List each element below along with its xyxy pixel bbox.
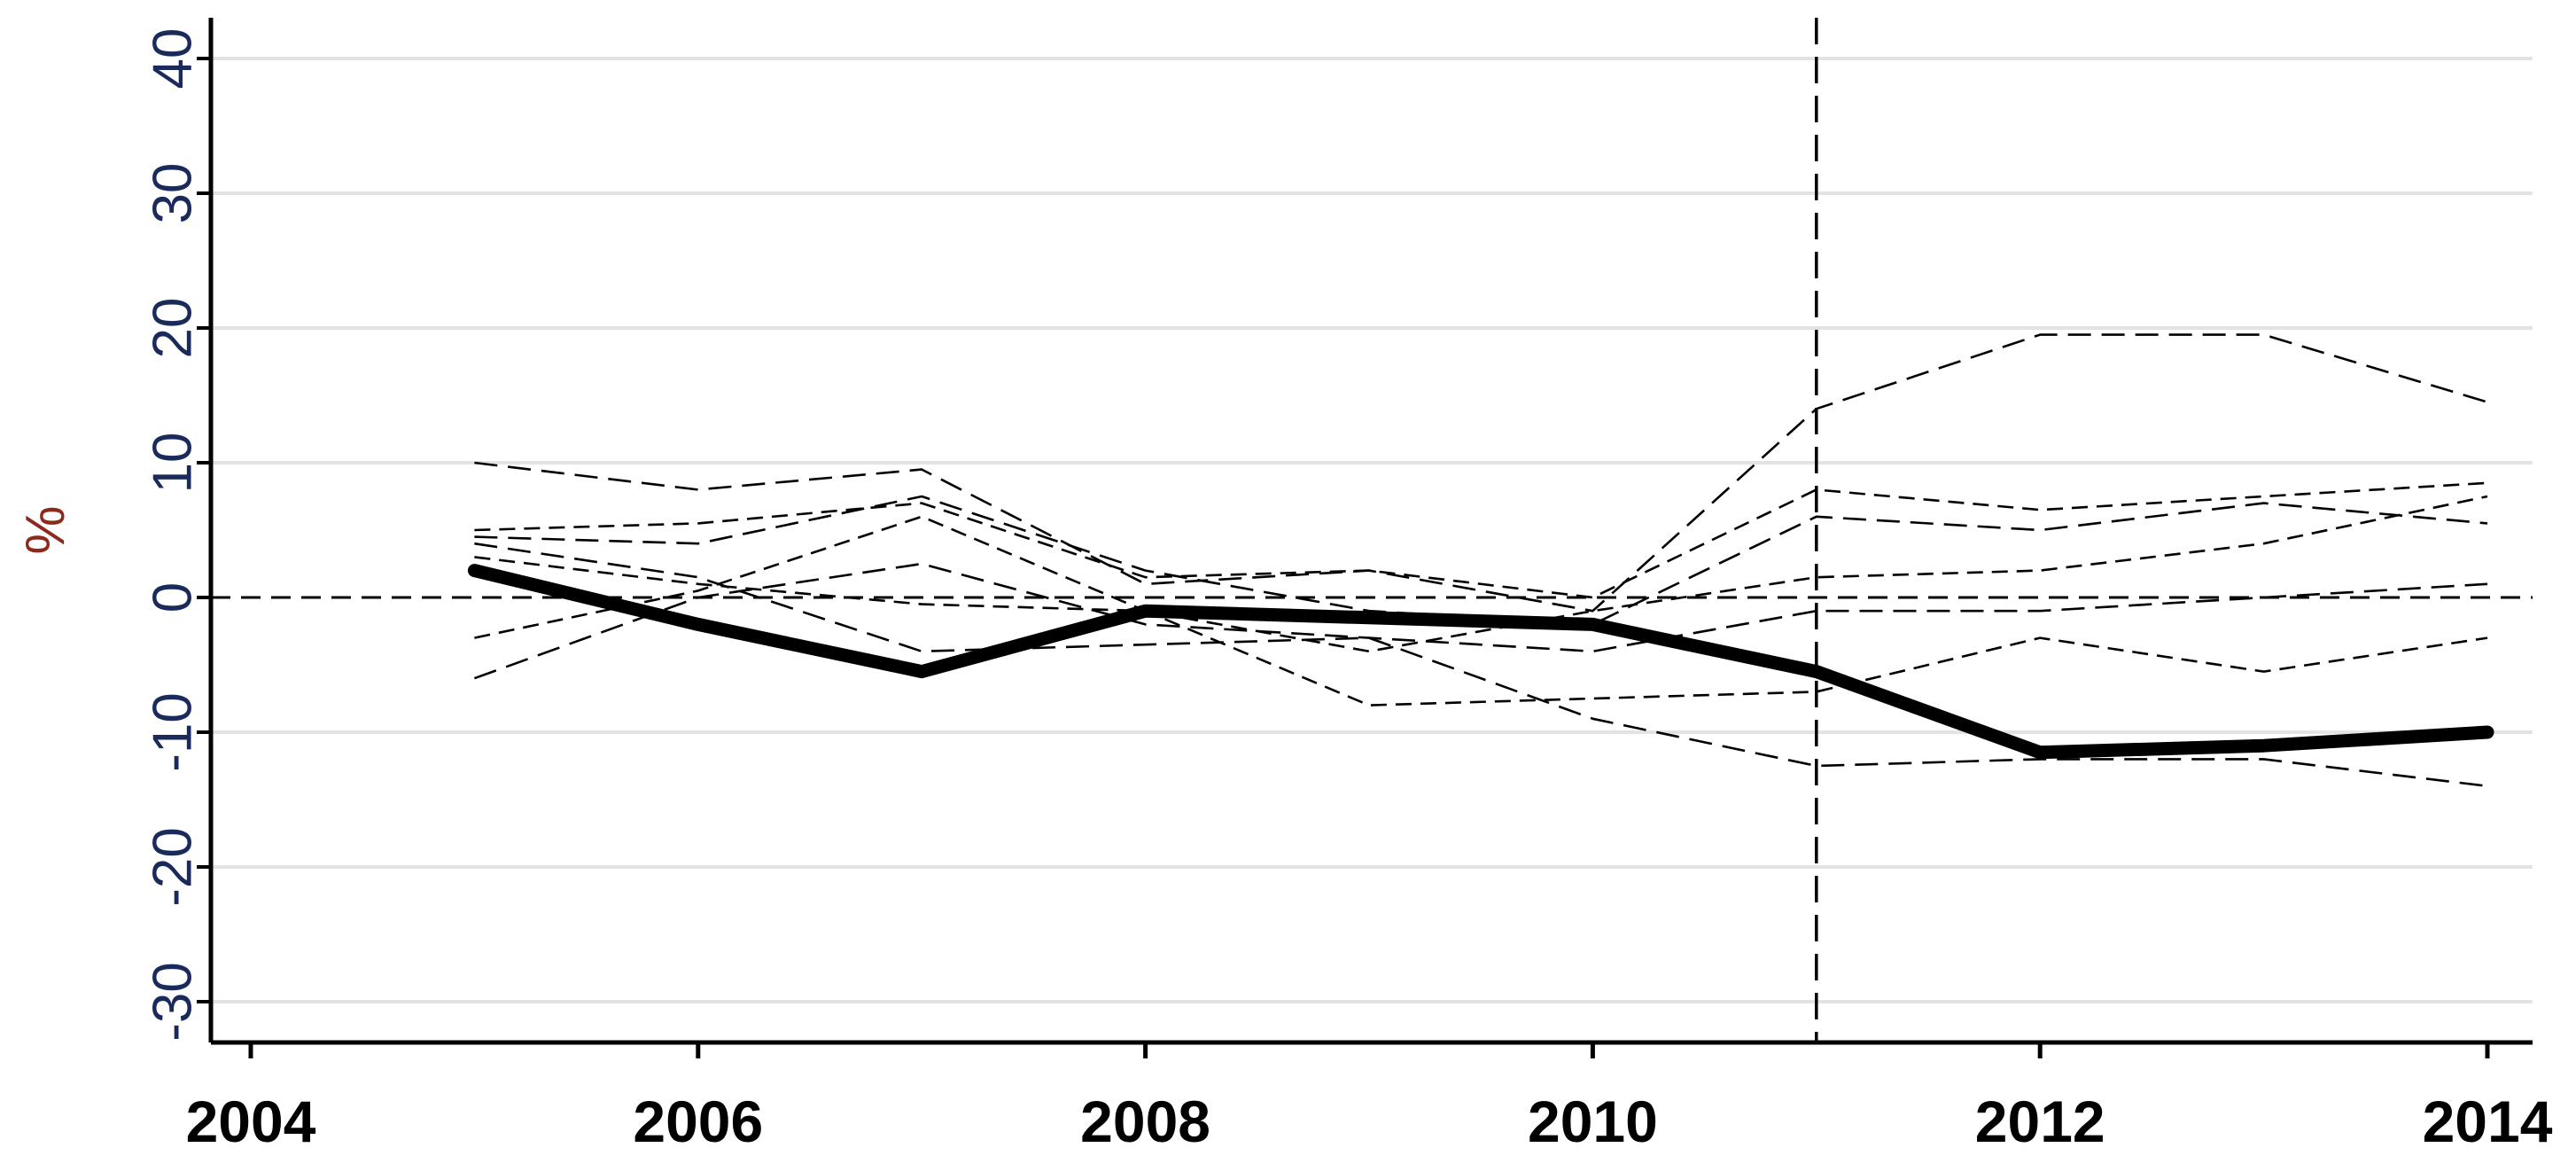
gridlines <box>211 57 2533 1003</box>
y-tick-label: 30 <box>143 163 204 224</box>
x-tick-label: 2010 <box>1528 1089 1658 1154</box>
y-tick-label: 10 <box>143 433 204 494</box>
series-line-dashed <box>474 556 2488 707</box>
y-tick-label: 40 <box>143 28 204 90</box>
y-tick-label: 0 <box>143 582 204 613</box>
series-line-dashed <box>474 481 2488 599</box>
series-line-dashed <box>473 562 2488 680</box>
y-tick-label: -20 <box>143 827 204 907</box>
series-line-dashed <box>474 495 2488 653</box>
x-tick-label: 2004 <box>186 1089 316 1154</box>
y-tick-label: 20 <box>143 298 204 359</box>
series-line-bold <box>467 564 2494 760</box>
series-line-dashed <box>474 495 2488 626</box>
axes: -30 -20 -10 0 10 20 30 40 2004 2006 2008 2010 2012 20… <box>143 18 2553 1154</box>
reference-lines <box>211 18 2533 1042</box>
x-tick-label: 2012 <box>1975 1089 2105 1154</box>
series-line-dashed <box>474 333 2488 613</box>
y-tick-label: -30 <box>143 962 204 1042</box>
x-tick-label: 2014 <box>2423 1089 2553 1154</box>
series-group <box>467 333 2494 788</box>
x-tick-label: 2008 <box>1080 1089 1210 1154</box>
series-line-dashed <box>474 542 2488 788</box>
y-tick-label: -10 <box>143 692 204 772</box>
x-tick-label: 2006 <box>633 1089 763 1154</box>
y-axis-label: % <box>15 505 76 554</box>
